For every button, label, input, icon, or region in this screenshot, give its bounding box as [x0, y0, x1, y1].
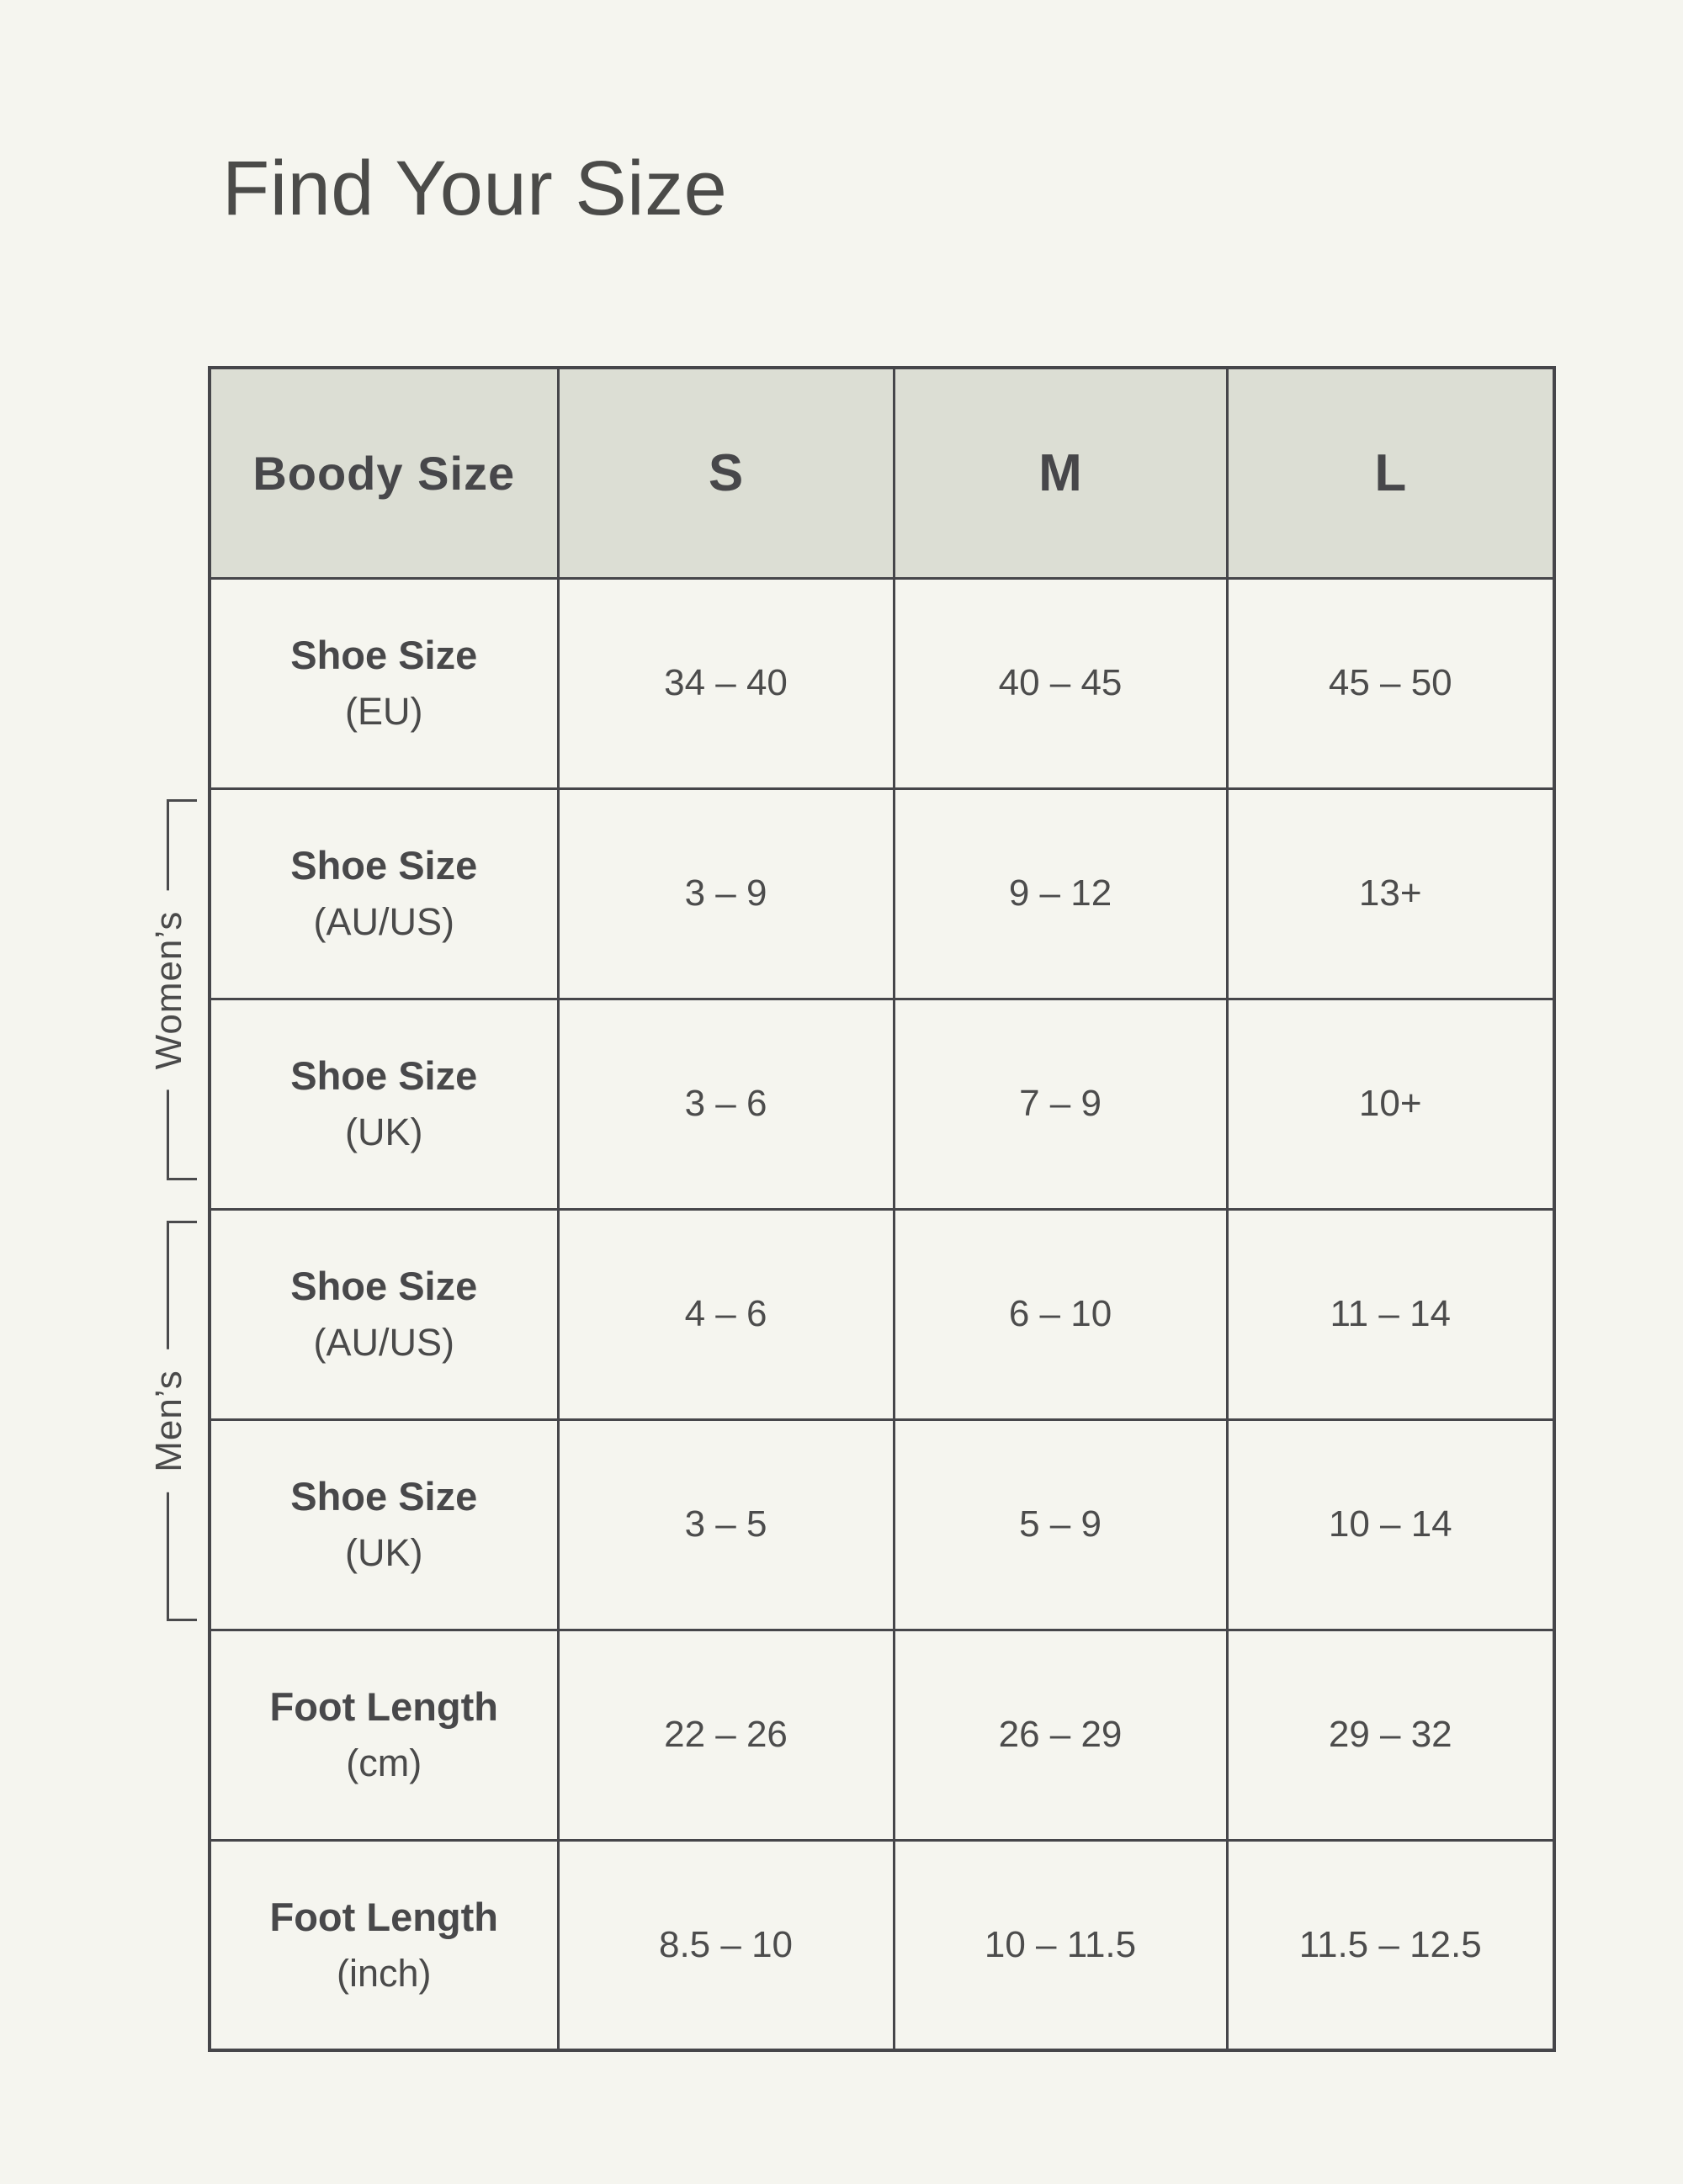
column-header-boody-size: Boody Size: [208, 366, 560, 580]
row-label-unit: (cm): [346, 1741, 422, 1785]
row-label-unit: (EU): [345, 690, 423, 734]
row-label-text: Shoe Size: [290, 1264, 478, 1309]
row-label-text: Shoe Size: [290, 1053, 478, 1099]
cell-value: 9 – 12: [892, 787, 1229, 1000]
table-row-womens-shoe-size-uk: Shoe Size (UK) 3 – 6 7 – 9 10+: [208, 997, 1556, 1211]
row-label-mens-shoe-size-au-us: Shoe Size (AU/US): [208, 1207, 560, 1421]
size-chart-table: Boody Size S M L Shoe Size (EU) 34 – 40 …: [208, 366, 1556, 2052]
cell-value: 26 – 29: [892, 1628, 1229, 1842]
page-title: Find Your Size: [222, 146, 728, 231]
row-label-text: Shoe Size: [290, 633, 478, 678]
row-label-unit: (UK): [345, 1531, 423, 1575]
womens-row-group-bracket: Women’s: [140, 799, 199, 1180]
cell-value: 22 – 26: [556, 1628, 895, 1842]
row-label-foot-length-cm: Foot Length (cm): [208, 1628, 560, 1842]
row-label-unit: (AU/US): [313, 900, 455, 944]
row-label-mens-shoe-size-uk: Shoe Size (UK): [208, 1418, 560, 1631]
table-row-foot-length-cm: Foot Length (cm) 22 – 26 26 – 29 29 – 32: [208, 1628, 1556, 1842]
table-row-mens-shoe-size-uk: Shoe Size (UK) 3 – 5 5 – 9 10 – 14: [208, 1418, 1556, 1631]
table-row-mens-shoe-size-au-us: Shoe Size (AU/US) 4 – 6 6 – 10 11 – 14: [208, 1207, 1556, 1421]
cell-value: 4 – 6: [556, 1207, 895, 1421]
cell-value: 3 – 5: [556, 1418, 895, 1631]
cell-value: 10 – 11.5: [892, 1838, 1229, 2052]
womens-group-label: Women’s: [140, 890, 199, 1089]
cell-value: 7 – 9: [892, 997, 1229, 1211]
cell-value: 40 – 45: [892, 576, 1229, 790]
cell-value: 45 – 50: [1225, 576, 1556, 790]
row-label-womens-shoe-size-au-us: Shoe Size (AU/US): [208, 787, 560, 1000]
cell-value: 11 – 14: [1225, 1207, 1556, 1421]
cell-value: 13+: [1225, 787, 1556, 1000]
cell-value: 3 – 9: [556, 787, 895, 1000]
mens-row-group-bracket: Men’s: [140, 1221, 199, 1621]
cell-value: 5 – 9: [892, 1418, 1229, 1631]
row-label-text: Foot Length: [269, 1684, 498, 1730]
column-header-m: M: [892, 366, 1229, 580]
column-header-s: S: [556, 366, 895, 580]
table-row-foot-length-inch: Foot Length (inch) 8.5 – 10 10 – 11.5 11…: [208, 1838, 1556, 2052]
row-label-text: Shoe Size: [290, 843, 478, 888]
table-row-shoe-size-eu: Shoe Size (EU) 34 – 40 40 – 45 45 – 50: [208, 576, 1556, 790]
mens-group-label: Men’s: [140, 1349, 199, 1492]
cell-value: 3 – 6: [556, 997, 895, 1211]
cell-value: 34 – 40: [556, 576, 895, 790]
cell-value: 6 – 10: [892, 1207, 1229, 1421]
table-row-womens-shoe-size-au-us: Shoe Size (AU/US) 3 – 9 9 – 12 13+: [208, 787, 1556, 1000]
cell-value: 10+: [1225, 997, 1556, 1211]
cell-value: 8.5 – 10: [556, 1838, 895, 2052]
cell-value: 29 – 32: [1225, 1628, 1556, 1842]
row-label-shoe-size-eu: Shoe Size (EU): [208, 576, 560, 790]
row-label-womens-shoe-size-uk: Shoe Size (UK): [208, 997, 560, 1211]
cell-value: 10 – 14: [1225, 1418, 1556, 1631]
row-label-foot-length-inch: Foot Length (inch): [208, 1838, 560, 2052]
row-label-unit: (inch): [336, 1952, 432, 1996]
cell-value: 11.5 – 12.5: [1225, 1838, 1556, 2052]
row-label-unit: (AU/US): [313, 1321, 455, 1365]
row-label-text: Foot Length: [269, 1895, 498, 1940]
header-row: Boody Size S M L: [208, 366, 1556, 580]
row-label-unit: (UK): [345, 1111, 423, 1154]
row-label-text: Shoe Size: [290, 1474, 478, 1519]
column-header-l: L: [1225, 366, 1556, 580]
